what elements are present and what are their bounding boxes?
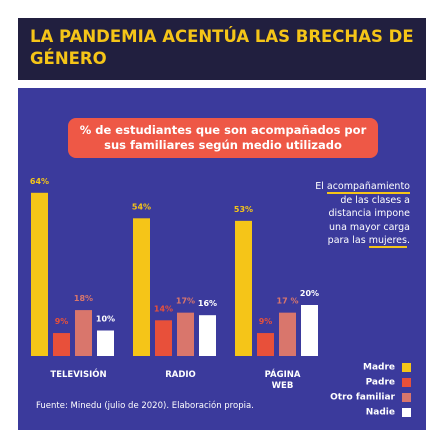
value-label: 17% (176, 297, 195, 306)
value-label: 14% (154, 304, 173, 313)
x-tick-label: RADIO (165, 370, 196, 380)
annotation-segment: El (315, 181, 327, 192)
annotation-segment: acompañamiento (326, 181, 410, 194)
bar (199, 315, 216, 356)
value-label: 9% (55, 317, 69, 326)
legend-swatch (402, 378, 411, 387)
bar (97, 330, 114, 356)
bar (155, 320, 172, 356)
legend-swatch (402, 393, 411, 402)
bar (177, 312, 194, 356)
bar (31, 192, 48, 356)
bar (133, 218, 150, 356)
bar (301, 305, 318, 356)
value-label: 54% (132, 202, 151, 211)
annotation-segment: . (406, 235, 410, 246)
subtitle-text: % de estudiantes que son acompañados por… (79, 123, 367, 152)
legend-label: Otro familiar (330, 393, 395, 403)
value-label: 53% (234, 205, 253, 214)
legend-label: Nadie (366, 408, 395, 418)
bar (279, 312, 296, 356)
bar (257, 333, 274, 356)
value-label: 20% (300, 289, 319, 298)
chart-title: LA PANDEMIA ACENTÚA LAS BRECHAS DE GÉNER… (30, 27, 414, 68)
legend-label: Madre (363, 363, 395, 373)
annotation-segment: de las clases a distancia impone una may… (327, 194, 410, 247)
value-label: 17 % (277, 297, 299, 306)
value-label: 9% (259, 317, 273, 326)
legend-swatch (402, 363, 411, 372)
value-label: 10% (96, 315, 115, 324)
annotation-segment: mujeres (368, 235, 407, 248)
value-label: 64% (30, 177, 49, 186)
x-tick-label: PÁGINA WEB (264, 370, 301, 391)
bar (53, 333, 70, 356)
subtitle: % de estudiantes que son acompañados por… (68, 118, 378, 158)
bar (235, 220, 252, 356)
legend-swatch (402, 408, 411, 417)
bar (75, 310, 92, 356)
value-label: 18% (74, 294, 93, 303)
header: LA PANDEMIA ACENTÚA LAS BRECHAS DE GÉNER… (18, 18, 426, 80)
legend-label: Padre (366, 378, 395, 388)
annotation: El acompañamiento de las clases a distan… (312, 180, 410, 248)
x-tick-label: TELEVISIÓN (50, 370, 107, 380)
value-label: 16% (198, 299, 217, 308)
source: Fuente: Minedu (julio de 2020). Elaborac… (36, 401, 254, 411)
